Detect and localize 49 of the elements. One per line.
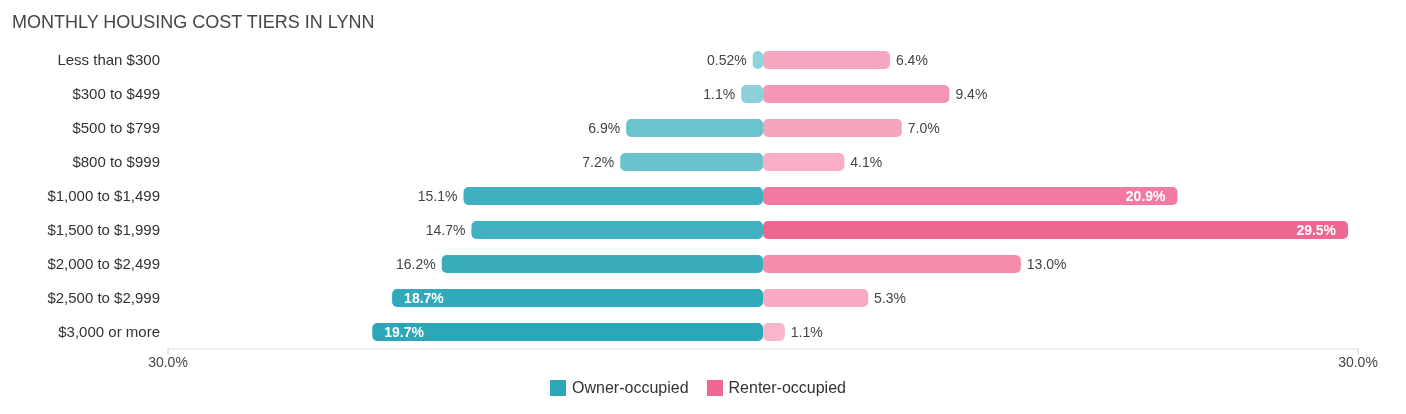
bar — [763, 85, 950, 103]
bar — [372, 323, 763, 341]
y-tick-label: $800 to $999 — [72, 153, 160, 171]
bar — [763, 323, 785, 341]
chart-title: MONTHLY HOUSING COST TIERS IN LYNN — [11, 11, 376, 34]
bar — [441, 255, 763, 273]
data-label: 9.4% — [955, 85, 988, 102]
bar — [763, 289, 869, 307]
y-tick-label: $3,000 or more — [58, 323, 160, 341]
y-tick-label: $2,000 to $2,499 — [47, 255, 160, 273]
data-label: 16.2% — [396, 255, 436, 272]
y-tick-label: $500 to $799 — [72, 119, 160, 137]
legend-label: Renter-occupied — [727, 379, 846, 397]
data-label: 6.4% — [895, 51, 928, 68]
data-label: 20.9% — [1125, 187, 1167, 204]
bar — [392, 289, 763, 307]
data-label: 19.7% — [384, 323, 425, 340]
bar — [620, 153, 763, 171]
bar — [763, 187, 1178, 205]
data-label: 18.7% — [404, 289, 445, 306]
y-tick-label: $1,000 to $1,499 — [47, 187, 160, 205]
data-label: 4.1% — [850, 153, 883, 170]
data-label: 29.5% — [1296, 221, 1337, 238]
bar — [763, 153, 845, 171]
bar — [763, 51, 890, 69]
data-label: 14.7% — [425, 221, 466, 238]
data-label: 15.1% — [417, 187, 458, 204]
bar — [763, 255, 1021, 273]
bar — [741, 85, 763, 103]
y-tick-label: $2,500 to $2,999 — [47, 289, 160, 307]
data-label: 1.1% — [703, 85, 736, 102]
y-tick-label: Less than $300 — [57, 51, 160, 69]
y-tick-label: $300 to $499 — [72, 85, 160, 103]
data-label: 7.2% — [582, 153, 615, 170]
bar — [626, 119, 763, 137]
data-label: 5.3% — [874, 289, 907, 306]
data-label: 7.0% — [907, 119, 940, 136]
bar — [763, 221, 1349, 239]
x-tick-label: 30.0% — [148, 353, 188, 370]
data-label: 6.9% — [588, 119, 621, 136]
legend-label: Owner-occupied — [571, 379, 689, 397]
bar — [763, 119, 902, 137]
data-label: 0.52% — [706, 51, 747, 68]
x-tick-label: 30.0% — [1338, 353, 1378, 370]
y-tick-label: $1,500 to $1,999 — [47, 221, 160, 239]
data-label: 1.1% — [790, 323, 823, 340]
bar — [463, 187, 763, 205]
data-label: 13.0% — [1026, 255, 1067, 272]
bar — [471, 221, 763, 239]
